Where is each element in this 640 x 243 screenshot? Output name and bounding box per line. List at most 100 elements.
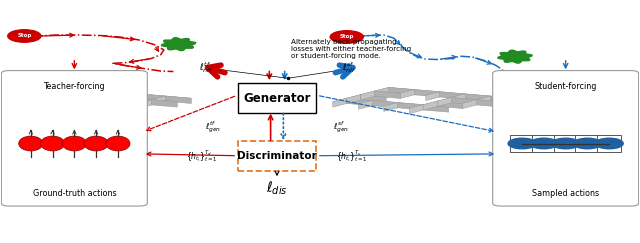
Polygon shape [33,100,47,109]
Polygon shape [375,91,400,98]
Polygon shape [112,97,126,106]
Polygon shape [498,50,532,63]
Polygon shape [22,95,61,100]
Polygon shape [414,90,440,97]
Polygon shape [152,96,166,105]
Polygon shape [426,92,440,101]
Polygon shape [358,100,397,106]
Polygon shape [112,101,138,109]
Polygon shape [126,94,166,100]
Polygon shape [138,100,177,105]
Polygon shape [477,100,502,107]
Polygon shape [99,101,138,107]
Circle shape [552,138,580,149]
Polygon shape [99,105,124,112]
Polygon shape [358,100,372,109]
Ellipse shape [40,136,65,151]
Polygon shape [426,92,465,97]
Polygon shape [84,105,124,111]
Polygon shape [451,94,465,103]
Polygon shape [36,91,50,100]
Polygon shape [361,95,387,102]
Text: $\ell^{tf}_{nll}$: $\ell^{tf}_{nll}$ [198,61,212,75]
Polygon shape [8,98,22,107]
Polygon shape [36,95,61,102]
Polygon shape [100,92,140,97]
Polygon shape [333,98,347,107]
Polygon shape [397,103,423,110]
Polygon shape [477,96,516,102]
Polygon shape [59,103,73,111]
Polygon shape [115,92,140,99]
Polygon shape [400,90,414,98]
Polygon shape [451,94,491,100]
Text: $\ell_{dis}$: $\ell_{dis}$ [266,180,288,198]
Polygon shape [491,96,516,104]
FancyBboxPatch shape [238,83,316,113]
Polygon shape [47,100,73,108]
Polygon shape [463,100,477,109]
FancyBboxPatch shape [493,70,639,206]
Text: Alternately back-propagating
losses with either teacher-forcing
or student-forci: Alternately back-propagating losses with… [291,39,412,60]
Text: $\ell^{sf}_{gen}$: $\ell^{sf}_{gen}$ [333,119,349,135]
Polygon shape [372,100,397,108]
Polygon shape [59,103,99,108]
Circle shape [8,30,41,42]
Polygon shape [347,98,372,106]
Polygon shape [440,92,465,99]
Polygon shape [152,96,191,102]
Polygon shape [100,92,115,101]
Polygon shape [76,90,90,98]
FancyBboxPatch shape [575,135,600,152]
Text: Discriminator: Discriminator [237,151,317,161]
Text: $\ell^{sf}_{nll}$: $\ell^{sf}_{nll}$ [342,61,355,75]
Polygon shape [437,101,463,109]
Text: $\ell^{tf}_{gen}$: $\ell^{tf}_{gen}$ [205,119,221,135]
Circle shape [573,138,602,149]
Polygon shape [76,90,115,95]
Polygon shape [8,98,47,104]
Polygon shape [64,87,90,95]
Polygon shape [50,87,64,96]
Text: Stop: Stop [340,35,354,39]
Polygon shape [384,103,397,111]
Polygon shape [333,98,372,104]
Polygon shape [152,100,177,107]
Ellipse shape [19,136,43,151]
Text: $\{h_{t_i}\}_{t=1}^{T_s}$: $\{h_{t_i}\}_{t=1}^{T_s}$ [336,148,368,164]
Polygon shape [347,95,361,104]
Polygon shape [477,96,491,105]
Circle shape [595,138,623,149]
FancyBboxPatch shape [510,135,534,152]
Polygon shape [409,105,449,111]
FancyBboxPatch shape [238,141,316,171]
Polygon shape [90,90,115,97]
Text: Teacher-forcing: Teacher-forcing [44,82,105,91]
Polygon shape [437,97,477,103]
Circle shape [330,31,364,43]
Polygon shape [138,100,152,109]
Polygon shape [400,90,440,95]
Polygon shape [409,105,423,113]
Polygon shape [73,103,99,110]
FancyBboxPatch shape [532,135,556,152]
Text: Generator: Generator [243,92,311,104]
Circle shape [508,138,536,149]
Polygon shape [465,94,491,101]
FancyBboxPatch shape [1,70,147,206]
Text: Ground-truth actions: Ground-truth actions [33,189,116,198]
Polygon shape [22,95,36,104]
Polygon shape [384,103,423,108]
Polygon shape [140,94,166,101]
Text: Stop: Stop [17,34,31,38]
Text: Student-forcing: Student-forcing [534,82,597,91]
Polygon shape [112,97,152,103]
Polygon shape [22,98,47,106]
Polygon shape [161,38,196,51]
Polygon shape [463,100,502,105]
Ellipse shape [84,136,108,151]
Polygon shape [375,87,414,93]
Polygon shape [361,91,375,100]
Polygon shape [126,94,140,103]
Polygon shape [451,97,477,105]
